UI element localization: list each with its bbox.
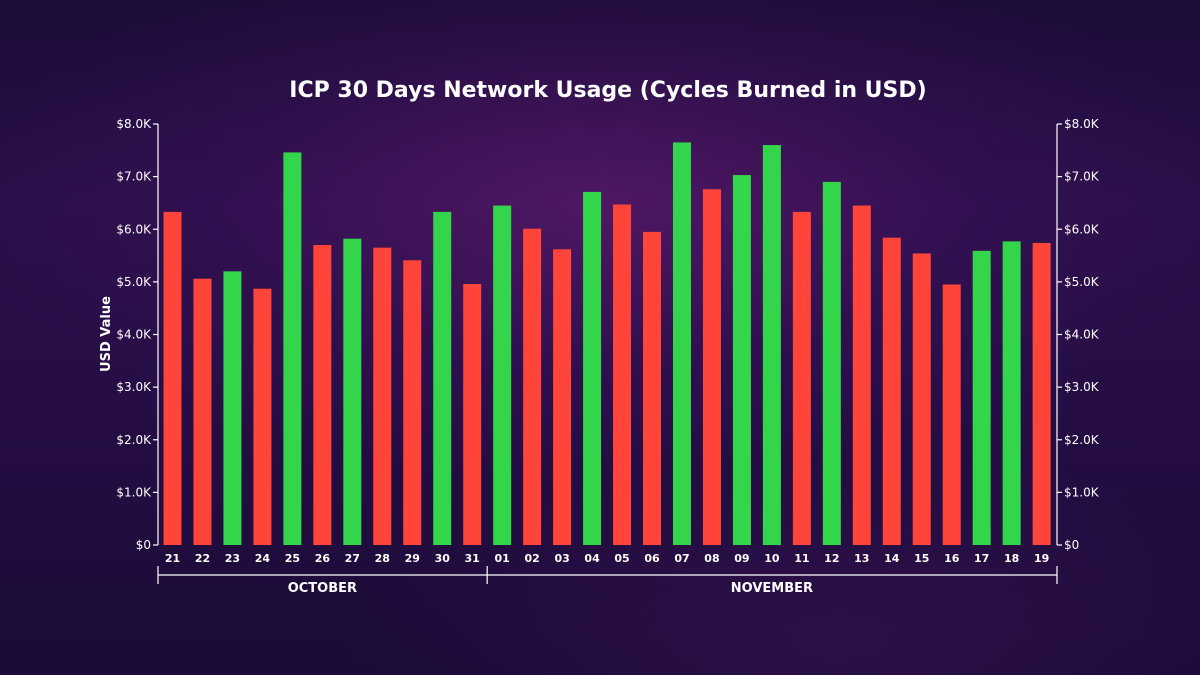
bar-12	[822, 181, 841, 545]
x-tick-label: 01	[495, 552, 510, 565]
x-tick-label: 28	[375, 552, 390, 565]
right-y-tick-label: $6.0K	[1064, 222, 1100, 236]
x-tick-label: 26	[315, 552, 331, 565]
chart-title: ICP 30 Days Network Usage (Cycles Burned…	[289, 78, 926, 103]
bar-16	[942, 284, 961, 545]
bar-30	[433, 211, 452, 546]
right-y-axis: $0 $1.0K $2.0K $3.0K $4.0K $5.0K $6.0K $7.0K $8.…	[1056, 117, 1100, 552]
y-axis-label: USD Value	[99, 296, 114, 372]
x-tick-label: 19	[1034, 552, 1049, 565]
x-tick-label: 07	[674, 552, 689, 565]
right-y-tick-label: $1.0K	[1064, 485, 1100, 499]
right-y-tick-label: $2.0K	[1064, 433, 1100, 447]
bar-13	[852, 205, 871, 545]
x-tick-label: 13	[854, 552, 869, 565]
x-tick-label: 04	[584, 552, 600, 565]
bar-01	[493, 205, 512, 545]
x-tick-label: 18	[1004, 552, 1019, 565]
bar-29	[403, 260, 422, 545]
left-y-tick-label: $1.0K	[116, 485, 152, 499]
bar-03	[553, 249, 572, 545]
x-tick-label: 29	[405, 552, 420, 565]
right-y-tick-label: $7.0K	[1064, 170, 1100, 184]
x-tick-label: 16	[944, 552, 960, 565]
x-tick-label: 02	[524, 552, 539, 565]
bar-09	[732, 175, 751, 545]
bar-19	[1032, 242, 1051, 545]
left-y-tick-label: $8.0K	[116, 117, 152, 131]
bar-07	[672, 142, 691, 545]
left-y-tick-label: $5.0K	[116, 275, 152, 289]
x-tick-label: 06	[644, 552, 660, 565]
bar-08	[702, 189, 721, 545]
bar-18	[1002, 241, 1021, 545]
bar-28	[373, 247, 392, 545]
x-tick-label: 17	[974, 552, 989, 565]
bar-15	[912, 253, 931, 545]
bar-24	[253, 288, 272, 545]
bar-11	[792, 211, 811, 546]
right-y-tick-label: $3.0K	[1064, 380, 1100, 394]
bar-31	[463, 283, 482, 545]
left-y-tick-label: $7.0K	[116, 170, 152, 184]
bar-25	[283, 152, 302, 546]
x-tick-label: 03	[554, 552, 569, 565]
right-y-tick-label: $5.0K	[1064, 275, 1100, 289]
x-tick-label: 24	[255, 552, 271, 565]
bar-02	[523, 228, 542, 545]
month-label-october: OCTOBER	[288, 581, 357, 596]
month-label-november: NOVEMBER	[731, 581, 813, 596]
left-y-axis: $0 $1.0K $2.0K $3.0K $4.0K $5.0K $6.0K $7.0K $8.…	[116, 117, 159, 552]
left-y-tick-label: $3.0K	[116, 380, 152, 394]
month-brackets: OCTOBER NOVEMBER	[157, 566, 1058, 596]
x-tick-label: 21	[165, 552, 180, 565]
x-tick-label: 23	[225, 552, 240, 565]
left-y-tick-label: $4.0K	[116, 328, 152, 342]
bar-23	[223, 271, 242, 545]
left-y-tick-label: $6.0K	[116, 222, 152, 236]
bar-14	[882, 237, 901, 546]
right-y-tick-label: $0	[1064, 538, 1079, 552]
x-tick-label: 15	[914, 552, 929, 565]
bar-05	[613, 204, 632, 546]
bar-27	[343, 238, 362, 545]
x-tick-label: 08	[704, 552, 719, 565]
right-y-tick-label: $4.0K	[1064, 328, 1100, 342]
x-tick-label: 22	[195, 552, 210, 565]
x-tick-label: 27	[345, 552, 360, 565]
bar-06	[643, 231, 662, 545]
left-y-tick-label: $2.0K	[116, 433, 152, 447]
x-tick-label: 31	[465, 552, 480, 565]
x-tick-label: 05	[614, 552, 629, 565]
bar-10	[762, 145, 781, 546]
x-tick-label: 11	[794, 552, 809, 565]
x-axis-categories: 21 22 23 24 25 26 27 28 29 30 31 01 02 03 04 05 06 07 08 09…	[165, 552, 1049, 565]
bar-series	[163, 142, 1051, 546]
x-tick-label: 10	[764, 552, 780, 565]
bar-04	[583, 191, 602, 546]
x-tick-label: 30	[435, 552, 451, 565]
bar-22	[193, 278, 212, 545]
x-tick-label: 09	[734, 552, 749, 565]
x-tick-label: 25	[285, 552, 300, 565]
x-tick-label: 14	[884, 552, 900, 565]
right-y-tick-label: $8.0K	[1064, 117, 1100, 131]
bar-17	[972, 250, 991, 546]
left-y-tick-label: $0	[136, 538, 151, 552]
bar-21	[163, 211, 182, 546]
bar-26	[313, 245, 332, 545]
x-tick-label: 12	[824, 552, 839, 565]
